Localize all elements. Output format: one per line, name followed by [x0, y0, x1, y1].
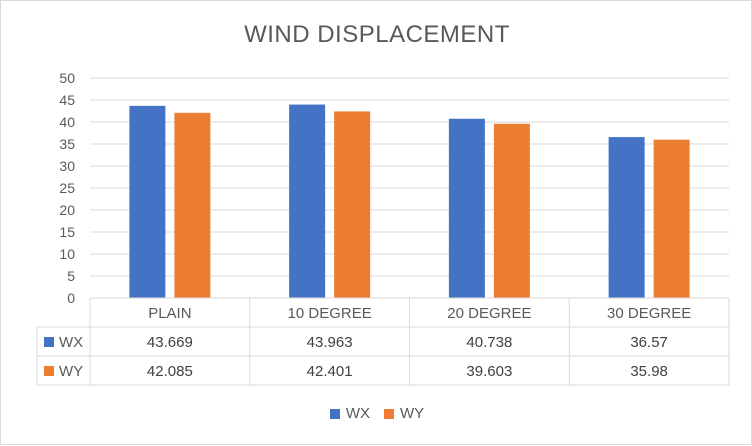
bar-wx-2 — [448, 118, 485, 298]
bar-wy-3 — [653, 139, 690, 298]
y-tick-label: 15 — [59, 224, 75, 240]
table-value: 39.603 — [466, 363, 512, 380]
legend-item-wy: WY — [384, 405, 424, 422]
bar-wy-1 — [334, 111, 371, 298]
table-key-wx — [44, 337, 54, 347]
y-tick-label: 40 — [59, 114, 75, 130]
y-tick-label: 50 — [59, 70, 75, 86]
y-tick-label: 0 — [67, 290, 75, 306]
y-tick-label: 10 — [59, 246, 75, 262]
legend-label-wy: WY — [400, 405, 425, 422]
bar-wx-0 — [129, 105, 166, 298]
chart-title: WIND DISPLACEMENT — [244, 21, 510, 48]
bar-wx-1 — [289, 104, 326, 298]
table-key-wy — [44, 366, 54, 376]
legend-swatch-wx — [329, 408, 340, 419]
table-value: 42.401 — [307, 363, 353, 380]
legend: WX WY — [1, 405, 752, 422]
y-tick-label: 25 — [59, 180, 75, 196]
legend-item-wx: WX — [329, 405, 370, 422]
table-value: 42.085 — [147, 363, 193, 380]
legend-label-wx: WX — [345, 405, 370, 422]
y-tick-label: 45 — [59, 92, 75, 108]
category-label: 30 DEGREE — [607, 305, 691, 322]
table-series-label: WY — [59, 363, 83, 380]
bar-wy-0 — [174, 112, 211, 299]
y-tick-label: 5 — [67, 268, 75, 284]
table-value: 43.669 — [147, 334, 193, 351]
category-label: 20 DEGREE — [447, 305, 531, 322]
bar-wx-3 — [608, 137, 645, 298]
table-value: 35.98 — [630, 363, 668, 380]
y-tick-label: 30 — [59, 158, 75, 174]
table-series-label: WX — [59, 334, 83, 351]
table-value: 36.57 — [630, 334, 668, 351]
y-tick-label: 35 — [59, 136, 75, 152]
bar-wy-2 — [493, 123, 530, 299]
legend-swatch-wy — [384, 408, 394, 419]
table-value: 40.738 — [466, 334, 512, 351]
category-label: PLAIN — [148, 305, 191, 322]
table-value: 43.963 — [307, 334, 353, 351]
y-tick-label: 20 — [59, 202, 75, 218]
category-label: 10 DEGREE — [288, 305, 372, 322]
